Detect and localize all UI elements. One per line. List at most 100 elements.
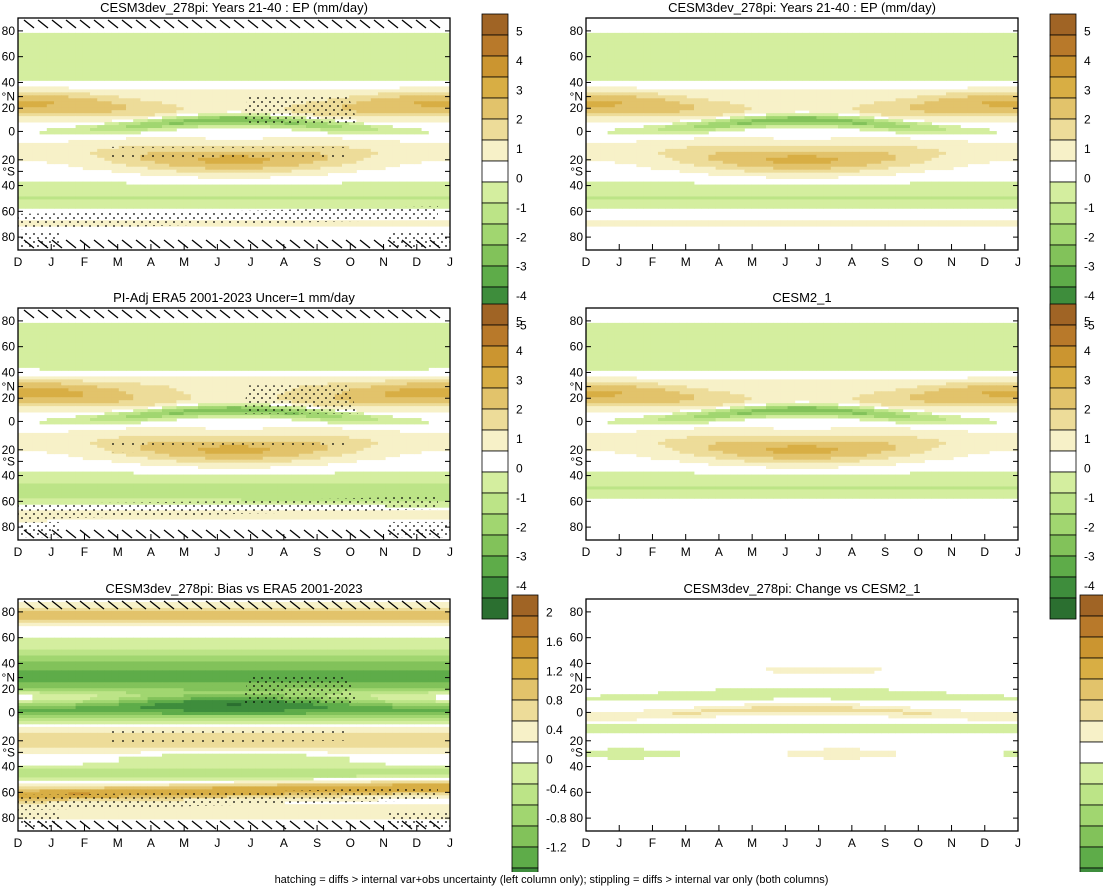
heatmap-cell bbox=[694, 116, 702, 119]
heatmap-cell bbox=[586, 101, 594, 104]
heatmap-cell bbox=[701, 116, 709, 119]
heatmap-cell bbox=[176, 63, 184, 66]
heatmap-cell bbox=[61, 185, 69, 188]
heatmap-cell bbox=[140, 199, 148, 202]
heatmap-cell bbox=[54, 66, 62, 69]
hatch-stroke bbox=[332, 20, 342, 28]
heatmap-cell bbox=[25, 196, 33, 199]
heatmap-cell bbox=[191, 75, 199, 78]
heatmap-cell bbox=[40, 48, 48, 51]
heatmap-cell bbox=[622, 60, 630, 63]
heatmap-cell bbox=[975, 51, 983, 54]
hatch-stroke bbox=[220, 240, 230, 248]
heatmap-cell bbox=[946, 110, 954, 113]
heatmap-cell bbox=[428, 77, 436, 80]
heatmap-cell bbox=[737, 54, 745, 57]
heatmap-cell bbox=[320, 77, 328, 80]
heatmap-cell bbox=[809, 77, 817, 80]
heatmap-cell bbox=[364, 42, 372, 45]
heatmap-cell bbox=[313, 60, 321, 63]
heatmap-cell bbox=[932, 57, 940, 60]
heatmap-cell bbox=[126, 54, 134, 57]
heatmap-cell bbox=[644, 92, 652, 95]
heatmap-cell bbox=[780, 39, 788, 42]
heatmap-cell bbox=[104, 75, 112, 78]
heatmap-cell bbox=[378, 119, 386, 122]
heatmap-cell bbox=[112, 143, 120, 146]
heatmap-cell bbox=[133, 170, 141, 173]
heatmap-cell bbox=[155, 57, 163, 60]
heatmap-cell bbox=[694, 125, 702, 128]
heatmap-cell bbox=[730, 51, 738, 54]
heatmap-cell bbox=[140, 116, 148, 119]
heatmap-cell bbox=[989, 75, 997, 78]
heatmap-cell bbox=[277, 92, 285, 95]
heatmap-cell bbox=[234, 202, 242, 205]
heatmap-cell bbox=[421, 131, 429, 134]
heatmap-cell bbox=[162, 66, 170, 69]
heatmap-cell bbox=[845, 69, 853, 72]
heatmap-cell bbox=[816, 107, 824, 110]
heatmap-cell bbox=[400, 196, 408, 199]
heatmap-cell bbox=[795, 66, 803, 69]
heatmap-cell bbox=[874, 33, 882, 36]
heatmap-cell bbox=[169, 101, 177, 104]
heatmap-cell bbox=[119, 98, 127, 101]
heatmap-cell bbox=[622, 72, 630, 75]
heatmap-cell bbox=[119, 143, 127, 146]
heatmap-cell bbox=[241, 57, 249, 60]
heatmap-cell bbox=[665, 51, 673, 54]
heatmap-cell bbox=[852, 33, 860, 36]
heatmap-cell bbox=[198, 98, 206, 101]
heatmap-cell bbox=[61, 48, 69, 51]
heatmap-cell bbox=[306, 223, 314, 226]
heatmap-cell bbox=[385, 33, 393, 36]
heatmap-cell bbox=[780, 95, 788, 98]
heatmap-cell bbox=[40, 193, 48, 196]
heatmap-cell bbox=[104, 196, 112, 199]
heatmap-cell bbox=[665, 116, 673, 119]
heatmap-cell bbox=[622, 39, 630, 42]
heatmap-cell bbox=[809, 42, 817, 45]
heatmap-cell bbox=[989, 60, 997, 63]
heatmap-cell bbox=[61, 60, 69, 63]
heatmap-cell bbox=[932, 51, 940, 54]
heatmap-cell bbox=[687, 48, 695, 51]
heatmap-cell bbox=[903, 116, 911, 119]
heatmap-cell bbox=[227, 143, 235, 146]
heatmap-cell bbox=[90, 119, 98, 122]
heatmap-cell bbox=[126, 69, 134, 72]
heatmap-cell bbox=[90, 63, 98, 66]
heatmap-cell bbox=[97, 66, 105, 69]
heatmap-cell bbox=[392, 101, 400, 104]
heatmap-cell bbox=[989, 45, 997, 48]
heatmap-cell bbox=[104, 107, 112, 110]
heatmap-cell bbox=[371, 158, 379, 161]
heatmap-cell bbox=[205, 60, 213, 63]
heatmap-cell bbox=[133, 69, 141, 72]
heatmap-cell bbox=[436, 188, 444, 191]
heatmap-cell bbox=[838, 122, 846, 125]
heatmap-cell bbox=[896, 33, 904, 36]
heatmap-cell bbox=[694, 101, 702, 104]
heatmap-cell bbox=[284, 140, 292, 143]
heatmap-cell bbox=[364, 33, 372, 36]
heatmap-cell bbox=[335, 39, 343, 42]
heatmap-cell bbox=[687, 77, 695, 80]
heatmap-cell bbox=[184, 51, 192, 54]
heatmap-cell bbox=[292, 51, 300, 54]
heatmap-cell bbox=[248, 36, 256, 39]
heatmap-cell bbox=[629, 77, 637, 80]
heatmap-cell bbox=[443, 113, 451, 116]
heatmap-cell bbox=[284, 39, 292, 42]
heatmap-cell bbox=[1011, 66, 1019, 69]
heatmap-cell bbox=[385, 54, 393, 57]
heatmap-cell bbox=[76, 191, 84, 194]
heatmap-cell bbox=[636, 101, 644, 104]
heatmap-cell bbox=[191, 92, 199, 95]
heatmap-cell bbox=[61, 45, 69, 48]
heatmap-cell bbox=[32, 75, 40, 78]
heatmap-cell bbox=[220, 98, 228, 101]
heatmap-cell bbox=[378, 188, 386, 191]
heatmap-cell bbox=[615, 66, 623, 69]
